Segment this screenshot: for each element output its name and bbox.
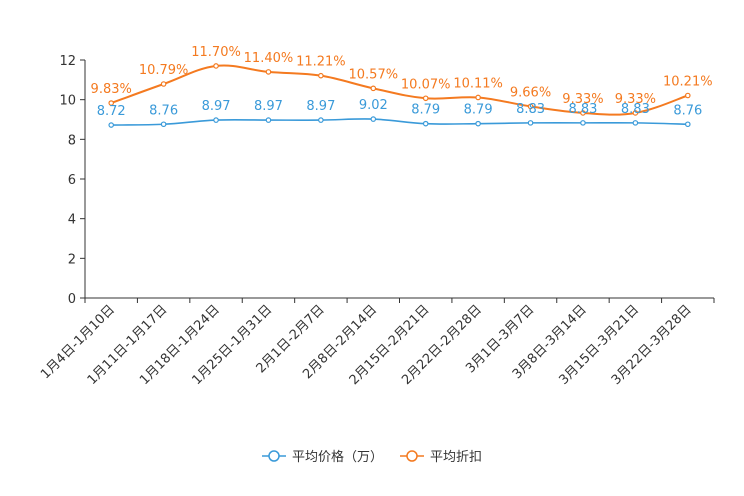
data-label: 8.97 bbox=[306, 99, 335, 114]
y-tick-label: 2 bbox=[68, 252, 76, 267]
data-point[interactable] bbox=[370, 85, 377, 92]
data-point[interactable] bbox=[108, 122, 115, 128]
data-label: 8.79 bbox=[411, 103, 440, 118]
data-point[interactable] bbox=[160, 81, 167, 87]
data-point[interactable] bbox=[632, 110, 639, 116]
series-line-0 bbox=[111, 118, 688, 126]
data-labels: 8.72 8.76 8.97 8.97 8.97 9.02 8.79 8.79 8.83 8.83… bbox=[91, 45, 713, 119]
legend-label: 平均折扣 bbox=[430, 450, 482, 465]
data-point[interactable] bbox=[475, 120, 481, 127]
data-point[interactable] bbox=[160, 121, 167, 128]
data-point[interactable] bbox=[527, 103, 534, 110]
data-label: 11.21% bbox=[296, 55, 346, 70]
data-label: 8.76 bbox=[673, 103, 702, 118]
data-label: 10.21% bbox=[663, 75, 713, 90]
data-point[interactable] bbox=[580, 120, 586, 126]
data-point[interactable] bbox=[265, 69, 272, 75]
data-label: 8.72 bbox=[97, 104, 126, 119]
data-label: 10.57% bbox=[349, 67, 399, 82]
y-tick-label: 6 bbox=[68, 173, 76, 188]
data-point[interactable] bbox=[684, 92, 691, 99]
legend-marker-icon bbox=[406, 450, 418, 462]
data-label: 8.83 bbox=[516, 102, 545, 117]
y-tick-label: 8 bbox=[68, 133, 76, 148]
data-point[interactable] bbox=[213, 117, 219, 123]
data-label: 8.97 bbox=[202, 99, 231, 114]
data-label: 10.79% bbox=[139, 63, 189, 78]
data-point[interactable] bbox=[370, 116, 377, 122]
data-label: 9.66% bbox=[510, 85, 551, 100]
data-label: 9.33% bbox=[615, 92, 656, 107]
data-label: 10.11% bbox=[453, 76, 503, 91]
y-tick-label: 10 bbox=[59, 94, 76, 109]
data-label: 9.83% bbox=[91, 82, 132, 97]
data-point[interactable] bbox=[265, 117, 272, 123]
legend-item-0[interactable]: 平均价格（万） bbox=[262, 449, 383, 465]
data-label: 11.40% bbox=[244, 51, 294, 66]
data-label: 8.79 bbox=[464, 103, 493, 118]
data-label: 11.70% bbox=[191, 45, 241, 60]
data-point[interactable] bbox=[318, 72, 324, 79]
data-label: 9.33% bbox=[562, 92, 603, 107]
data-point[interactable] bbox=[213, 63, 219, 69]
data-label: 8.83 bbox=[621, 102, 650, 117]
data-point[interactable] bbox=[527, 120, 534, 126]
data-point[interactable] bbox=[684, 121, 691, 128]
legend-label: 平均价格（万） bbox=[292, 449, 383, 465]
data-point[interactable] bbox=[632, 120, 639, 126]
y-tick-label: 12 bbox=[59, 54, 76, 69]
data-label: 10.07% bbox=[401, 77, 451, 92]
series-layer bbox=[108, 63, 691, 128]
legend[interactable]: 平均价格（万） 平均折扣 bbox=[262, 449, 482, 465]
data-point[interactable] bbox=[422, 95, 429, 102]
data-label: 8.83 bbox=[568, 102, 597, 117]
data-label: 8.97 bbox=[254, 99, 283, 114]
data-point[interactable] bbox=[580, 110, 586, 116]
data-point[interactable] bbox=[422, 120, 429, 127]
data-label: 8.76 bbox=[149, 103, 178, 118]
y-tick-label: 4 bbox=[68, 213, 76, 228]
data-point[interactable] bbox=[318, 117, 324, 123]
series-line-1 bbox=[110, 64, 689, 116]
data-label: 9.02 bbox=[359, 98, 388, 113]
data-point[interactable] bbox=[475, 94, 481, 101]
legend-item-1[interactable]: 平均折扣 bbox=[400, 450, 482, 465]
data-point[interactable] bbox=[108, 100, 115, 106]
y-tick-label: 0 bbox=[68, 292, 76, 307]
legend-marker-icon bbox=[268, 450, 280, 462]
